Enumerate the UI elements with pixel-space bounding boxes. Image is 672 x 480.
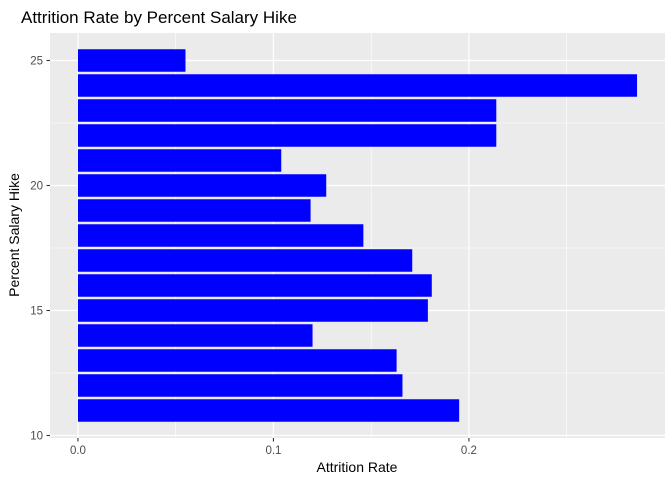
x-tick-label: 0.1	[265, 445, 281, 457]
bar	[77, 374, 403, 397]
x-tick-label: 0.0	[70, 445, 86, 457]
x-tick-label: 0.2	[461, 445, 477, 457]
bar	[77, 399, 460, 422]
bar	[77, 199, 311, 222]
x-axis-title: Attrition Rate	[317, 459, 398, 475]
bar	[77, 324, 313, 347]
x-axis: 0.0 0.1 0.2	[70, 438, 477, 457]
y-axis-title: Percent Salary Hike	[6, 173, 22, 297]
bar	[77, 224, 364, 247]
bar	[77, 124, 497, 147]
y-tick-label: 25	[30, 56, 43, 68]
bar	[77, 349, 397, 372]
y-tick-label: 20	[30, 181, 43, 193]
bar	[77, 249, 413, 272]
bar	[77, 74, 638, 97]
chart-title: Attrition Rate by Percent Salary Hike	[21, 8, 297, 27]
bar	[77, 274, 432, 297]
y-tick-label: 15	[30, 306, 43, 318]
bar	[77, 174, 327, 197]
y-axis: 10 15 20 25	[30, 56, 50, 443]
bar	[77, 49, 186, 72]
bar	[77, 299, 428, 322]
bar	[77, 99, 497, 122]
bar	[77, 149, 282, 172]
bars	[77, 49, 638, 422]
y-tick-label: 10	[30, 431, 43, 443]
